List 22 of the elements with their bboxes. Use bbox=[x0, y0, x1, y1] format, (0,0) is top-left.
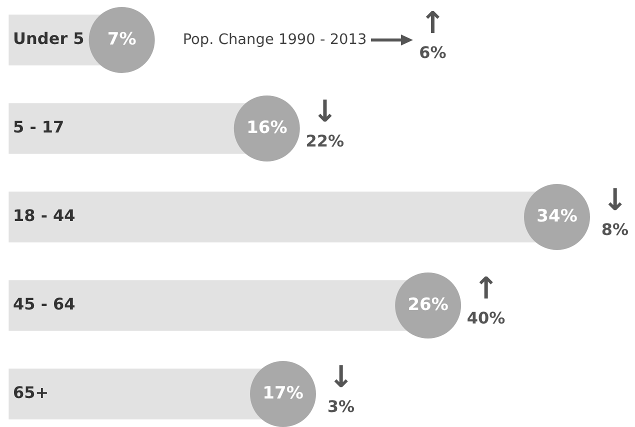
annotation: ↑ bbox=[473, 271, 499, 306]
data-label: 7% bbox=[107, 29, 136, 50]
data-label: 26% bbox=[408, 294, 448, 315]
data-label: 16% bbox=[246, 118, 288, 138]
annotation: Pop. Change 1990 - 2013 bbox=[182, 32, 367, 48]
y-tick-label: 5 - 17 bbox=[13, 118, 64, 137]
y-tick-label: 18 - 44 bbox=[13, 206, 76, 226]
data-label: 17% bbox=[262, 383, 304, 404]
y-tick-label: Under 5 bbox=[13, 29, 84, 48]
annotation: ↓ bbox=[312, 94, 338, 130]
annotation: 3% bbox=[327, 397, 355, 416]
annotation: ↓ bbox=[328, 360, 354, 395]
text: 8% bbox=[601, 220, 629, 240]
annotation: 22% bbox=[306, 132, 344, 151]
text: ↓ bbox=[602, 182, 628, 218]
data-label: 34% bbox=[536, 206, 578, 226]
annotation: 6% bbox=[419, 43, 446, 62]
point bbox=[88, 7, 155, 73]
y-tick-label: 65+ bbox=[13, 383, 49, 402]
y-tick-label: 45 - 64 bbox=[13, 294, 76, 314]
annotation: 40% bbox=[466, 308, 506, 328]
annotation: ↑ bbox=[420, 6, 446, 41]
